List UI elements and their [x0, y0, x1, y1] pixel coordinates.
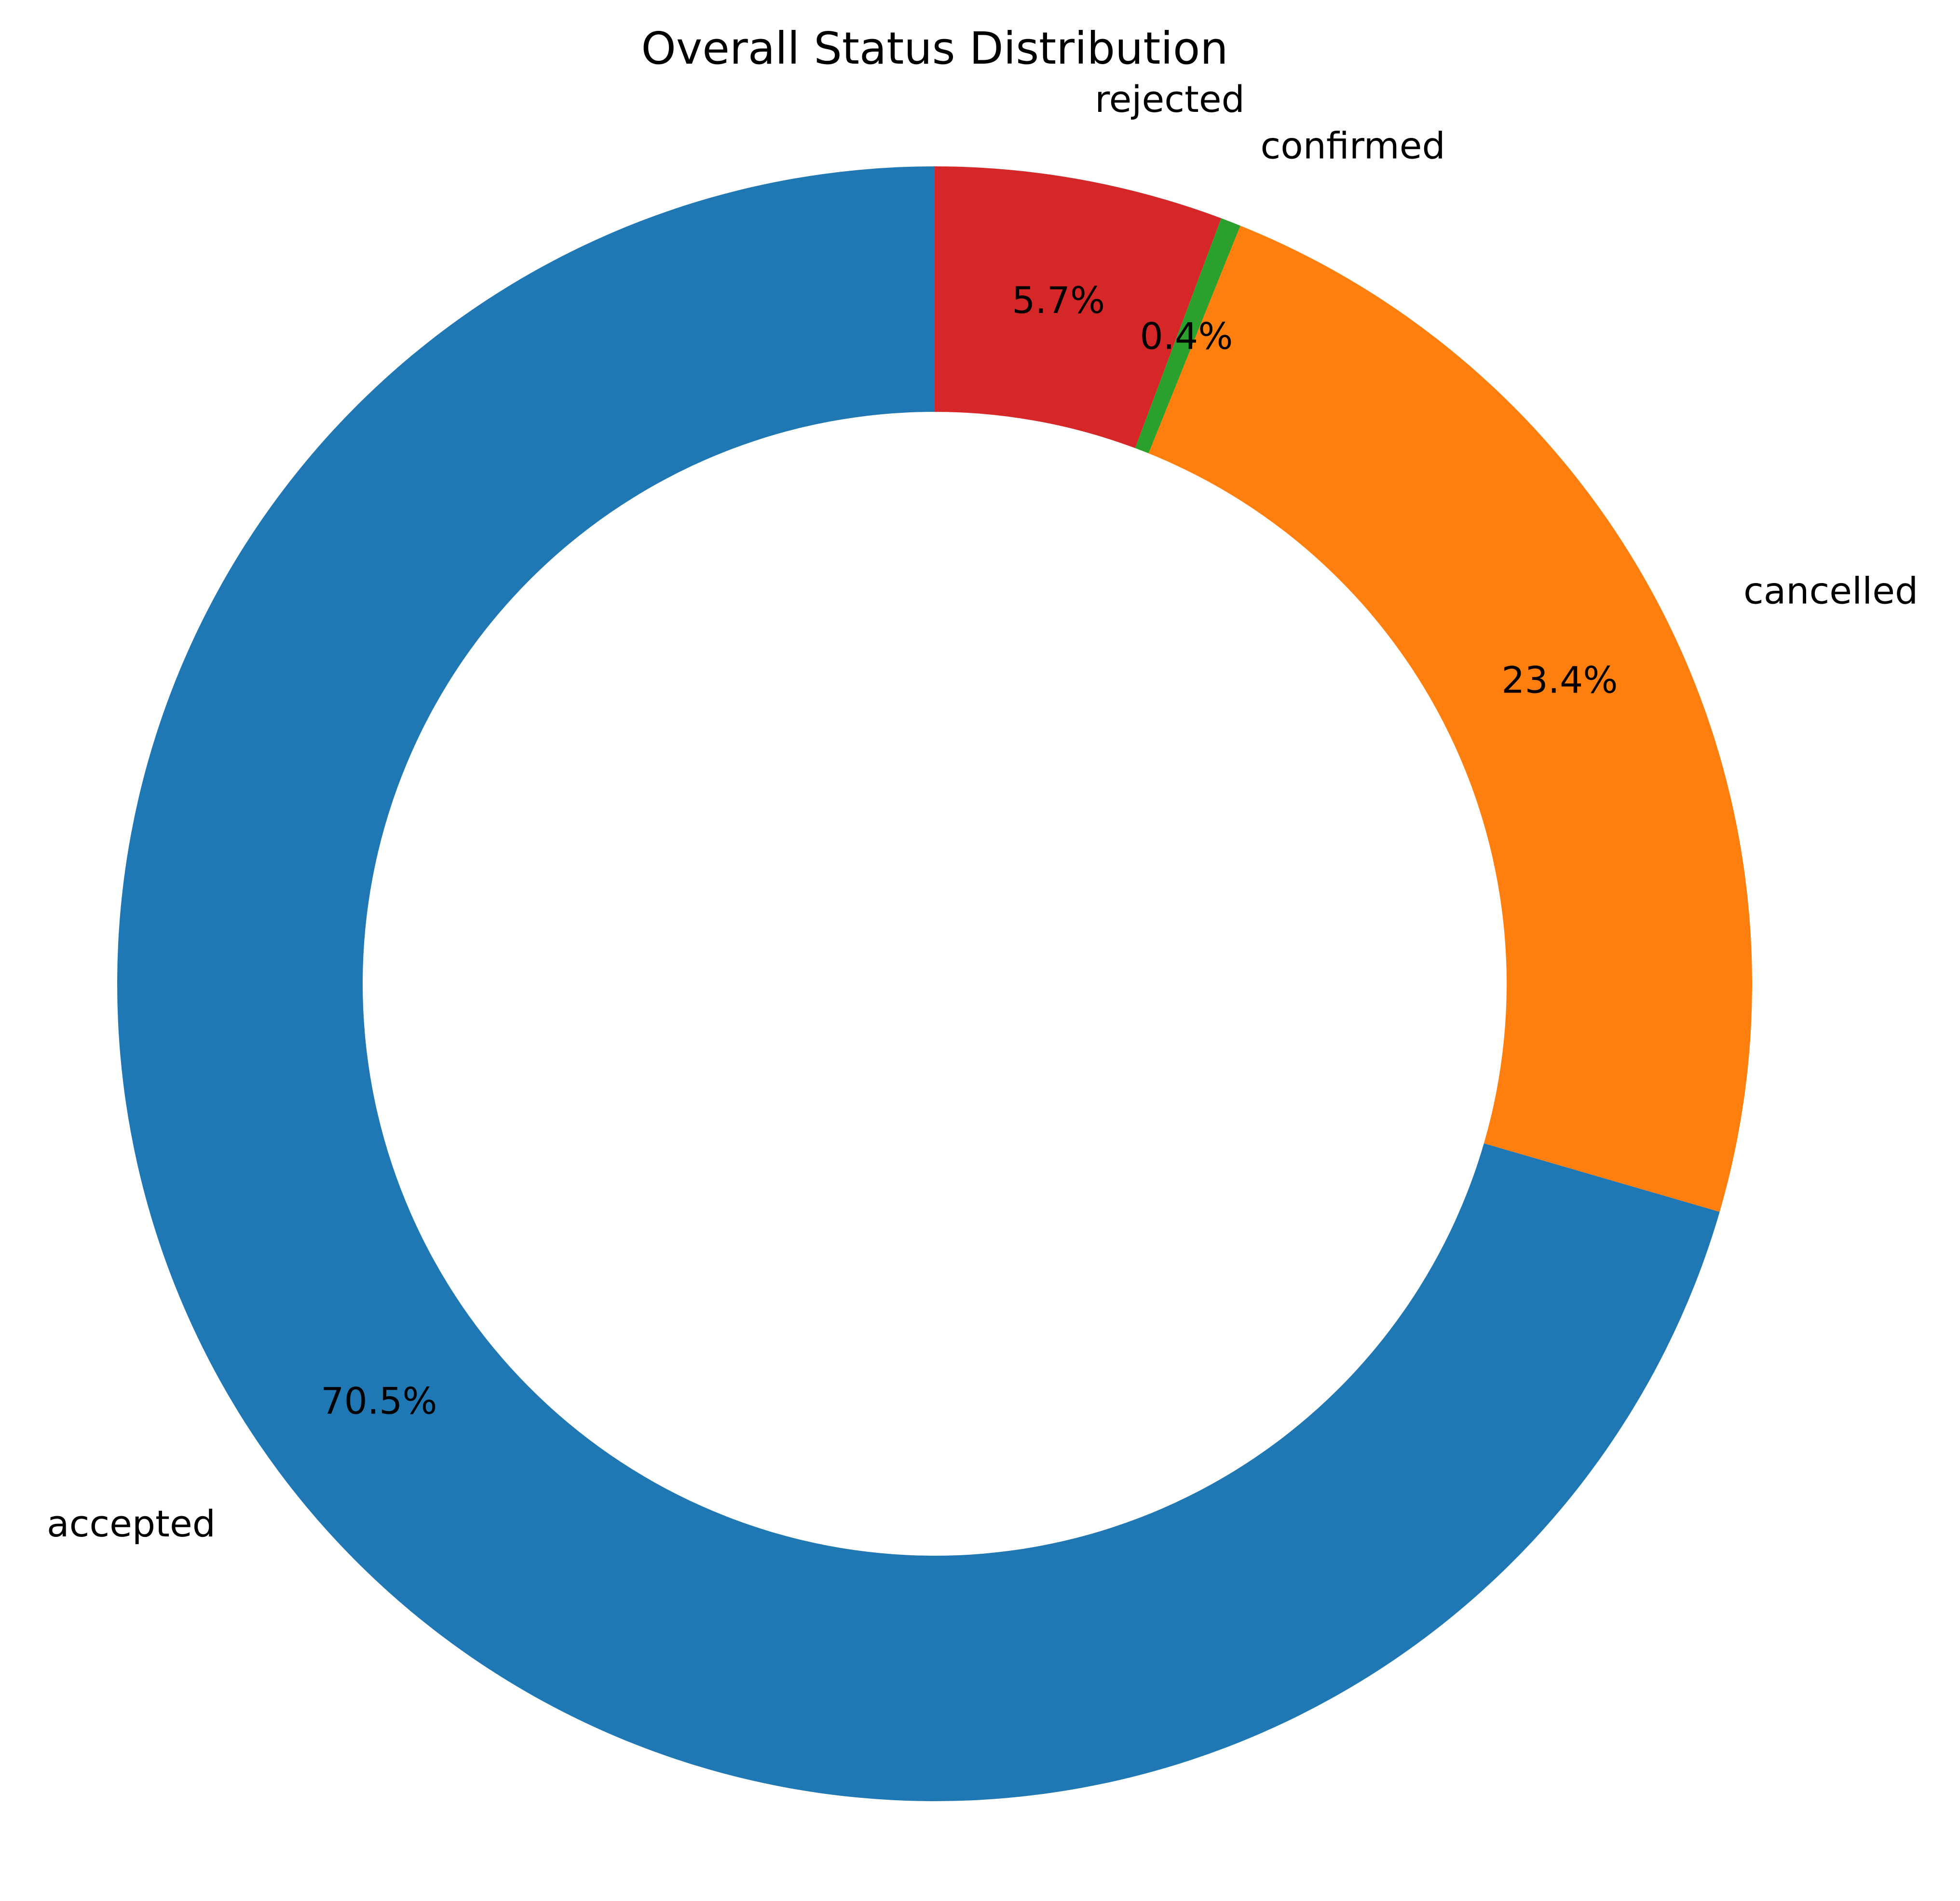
category-label-accepted: accepted [47, 1502, 216, 1545]
category-labels: accepted cancelled confirmed rejected [47, 78, 1918, 1545]
slice-confirmed [1135, 218, 1240, 454]
percent-label-accepted: 70.5% [321, 1380, 437, 1423]
percent-label-rejected: 5.7% [1012, 279, 1105, 322]
category-label-confirmed: confirmed [1260, 124, 1445, 167]
donut-slices [117, 166, 1752, 1801]
category-label-cancelled: cancelled [1743, 569, 1918, 612]
percent-label-confirmed: 0.4% [1140, 315, 1233, 358]
slice-accepted [117, 166, 1720, 1801]
percent-labels: 70.5% 23.4% 0.4% 5.7% [321, 279, 1618, 1423]
percent-label-cancelled: 23.4% [1501, 659, 1618, 702]
slice-rejected [935, 166, 1222, 448]
chart-title: Overall Status Distribution [641, 23, 1228, 74]
category-label-rejected: rejected [1095, 78, 1245, 121]
slice-cancelled [1148, 225, 1752, 1212]
